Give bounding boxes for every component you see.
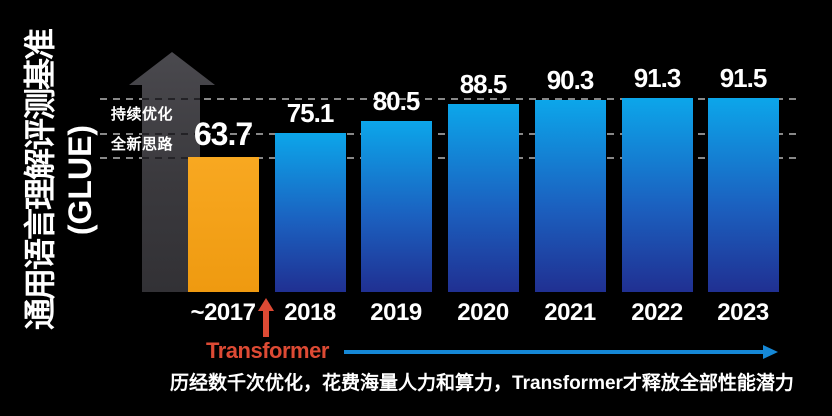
x-axis-label: ~2017 <box>190 299 256 326</box>
bar-value-label: 63.7 <box>193 116 253 152</box>
x-axis-label: 2021 <box>544 299 596 326</box>
bar-2021 <box>534 100 606 292</box>
timeline-arrow-line <box>344 350 765 354</box>
bar-value-label: 91.5 <box>719 63 768 93</box>
x-axis-label: 2020 <box>457 299 509 326</box>
x-axis-label: 2023 <box>717 299 769 326</box>
bar-2023 <box>707 98 779 292</box>
bar-2018 <box>274 133 346 292</box>
gridline-over-arrow <box>142 98 200 100</box>
transformer-marker-arrow-icon <box>258 298 274 337</box>
caption-text: 历经数千次优化，花费海量人力和算力，Transformer才释放全部性能潜力 <box>170 373 794 394</box>
bar-value-label: 90.3 <box>546 65 595 95</box>
bar-value-label: 80.5 <box>372 86 421 116</box>
x-axis-label: 2019 <box>370 299 422 326</box>
bar-2020 <box>447 104 519 292</box>
y-axis-title-chinese: 通用语言理解评测基准 <box>22 30 58 331</box>
bar-value-label: 91.3 <box>633 63 682 93</box>
level-label-new-approach: 全新思路 <box>111 136 174 153</box>
y-axis-title-glue: (GLUE) <box>62 124 98 236</box>
bar-value-label: 75.1 <box>286 98 335 128</box>
transformer-label: Transformer <box>206 338 329 363</box>
timeline-arrow-head-icon <box>763 345 778 359</box>
bar-~2017 <box>187 157 259 292</box>
gridline-over-arrow <box>142 133 200 135</box>
bar-value-label: 88.5 <box>459 69 508 99</box>
gridline-over-arrow <box>142 157 200 159</box>
bar-2022 <box>621 98 693 292</box>
level-label-continuous-optimization: 持续优化 <box>111 106 174 123</box>
bar-2019 <box>360 121 432 292</box>
x-axis-label: 2022 <box>631 299 683 326</box>
gridline <box>100 98 800 100</box>
x-axis-label: 2018 <box>284 299 336 326</box>
